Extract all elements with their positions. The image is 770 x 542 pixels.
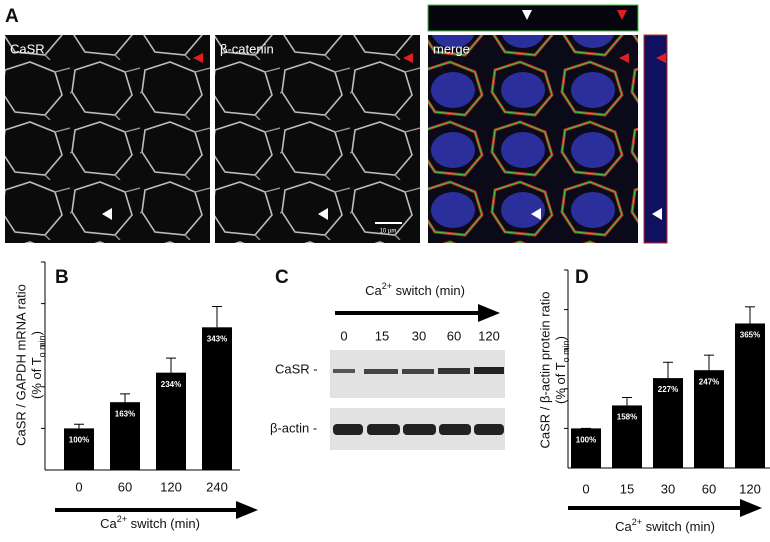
lane-label: 60 xyxy=(447,328,461,343)
value-label: 158% xyxy=(617,413,637,422)
band xyxy=(474,424,504,435)
value-label: 100% xyxy=(576,436,596,445)
text-part: 2+ xyxy=(117,514,127,524)
arrow xyxy=(236,501,258,519)
x-axis-label: Ca2+ switch (min) xyxy=(100,514,200,531)
text-part: switch (min) xyxy=(127,516,200,531)
bar xyxy=(735,323,765,468)
x-tick-label: 0 xyxy=(75,479,82,494)
band xyxy=(403,424,436,435)
text-part: ) xyxy=(29,331,44,335)
row-label: β-actin - xyxy=(270,420,317,435)
panel-letter: C xyxy=(275,267,289,288)
bar xyxy=(202,327,232,470)
row-label: CaSR - xyxy=(275,361,318,376)
value-label: 163% xyxy=(115,409,135,418)
x-axis-label: Ca2+ switch (min) xyxy=(615,517,715,534)
text-part: (% of T xyxy=(29,357,44,399)
value-label: 227% xyxy=(658,385,678,394)
micrograph xyxy=(215,35,420,243)
scale-bar-label: 10 µm xyxy=(380,229,397,235)
value-label: 100% xyxy=(69,436,89,445)
y-axis-label: (% of To min) xyxy=(553,336,571,404)
bar xyxy=(612,405,642,468)
x-tick-label: 240 xyxy=(206,479,228,494)
x-tick-label: 120 xyxy=(160,479,182,494)
bar xyxy=(694,370,724,468)
x-tick-label: 60 xyxy=(118,479,132,494)
x-tick-label: 120 xyxy=(739,481,761,496)
text-part: 2+ xyxy=(632,517,642,527)
panel-letter: A xyxy=(5,6,19,27)
panel-letter: D xyxy=(575,267,589,288)
lane-label: 120 xyxy=(478,328,500,343)
band xyxy=(364,369,398,374)
arrowheads xyxy=(102,10,666,220)
text-part: switch (min) xyxy=(392,283,465,298)
text-part: o min xyxy=(37,335,47,357)
x-tick-label: 15 xyxy=(620,481,634,496)
bar xyxy=(156,372,186,470)
text-part: switch (min) xyxy=(642,519,715,534)
band xyxy=(402,369,434,374)
y-axis-label: CaSR / GAPDH mRNA ratio xyxy=(13,284,28,446)
text-part: ) xyxy=(553,336,568,340)
panel-letter: B xyxy=(55,267,69,288)
text-part: Ca xyxy=(365,283,382,298)
band xyxy=(333,424,363,435)
bar xyxy=(64,428,94,470)
arrow xyxy=(740,499,762,517)
x-tick-label: 0 xyxy=(582,481,589,496)
lane-label: 15 xyxy=(375,328,389,343)
x-tick-label: 30 xyxy=(661,481,675,496)
lane-label: 30 xyxy=(412,328,426,343)
x-tick-label: 60 xyxy=(702,481,716,496)
text-part: Ca xyxy=(100,516,117,531)
micrograph xyxy=(428,35,638,243)
text-part: (% of T xyxy=(553,362,568,404)
image-label: β-catenin xyxy=(220,41,274,56)
panel-a: A CaSR β-catenin merge 10 µm xyxy=(5,4,668,244)
text-part: o min xyxy=(561,340,571,362)
z-stack-top xyxy=(427,4,639,32)
bar xyxy=(571,428,601,468)
blot-axis-label: Ca2+ switch (min) xyxy=(365,281,465,298)
text-part: 2+ xyxy=(382,281,392,291)
z-stack-side xyxy=(643,34,668,244)
value-label: 365% xyxy=(740,331,760,340)
value-label: 343% xyxy=(207,334,227,343)
band xyxy=(438,368,470,374)
bar xyxy=(110,402,140,470)
bar xyxy=(653,378,683,468)
band xyxy=(333,369,355,373)
image-label: merge xyxy=(433,41,470,56)
y-axis-label: (% of To min) xyxy=(29,331,47,399)
image-label: CaSR xyxy=(10,41,45,56)
value-label: 247% xyxy=(699,377,719,386)
text-part: Ca xyxy=(615,519,632,534)
band xyxy=(367,424,400,435)
band xyxy=(439,424,471,435)
value-label: 234% xyxy=(161,380,181,389)
panel-c: C Ca2+ switch (min) 0 15 30 60 120 CaSR … xyxy=(270,267,505,450)
lane-label: 0 xyxy=(340,328,347,343)
y-axis-label: CaSR / β-actin protein ratio xyxy=(537,291,552,448)
arrow xyxy=(478,304,500,322)
band xyxy=(474,367,504,374)
micrograph xyxy=(5,35,210,243)
